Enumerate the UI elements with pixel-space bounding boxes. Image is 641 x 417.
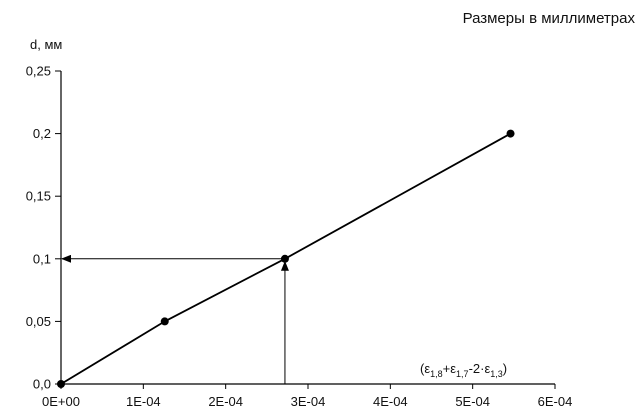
data-point bbox=[506, 129, 515, 138]
x-tick-label: 1E-04 bbox=[126, 394, 161, 409]
y-tick-label: 0,15 bbox=[26, 189, 51, 204]
x-tick-label: 3E-04 bbox=[291, 394, 326, 409]
x-axis-title-sym3: ε bbox=[484, 361, 490, 376]
y-tick-label: 0,05 bbox=[26, 314, 51, 329]
y-tick-label: 0,1 bbox=[33, 251, 51, 266]
annotation-arrows bbox=[61, 254, 289, 384]
x-axis-title-sub1: 1,8 bbox=[430, 369, 443, 379]
x-tick-label: 2E-04 bbox=[208, 394, 243, 409]
series-line bbox=[60, 132, 511, 385]
data-point bbox=[57, 380, 65, 388]
x-axis-title-sym2: ε bbox=[450, 361, 456, 376]
y-tick-label: 0,2 bbox=[33, 126, 51, 141]
y-tick-label: 0,0 bbox=[33, 377, 51, 392]
data-point bbox=[280, 254, 289, 263]
y-axis-title: d, мм bbox=[30, 37, 62, 52]
x-axis-title-sub3: 1,3 bbox=[490, 369, 503, 379]
series-group bbox=[57, 129, 515, 388]
x-axis-title-minus: -2· bbox=[469, 361, 485, 376]
y-tick-label: 0,25 bbox=[26, 64, 51, 79]
x-tick-label: 6E-04 bbox=[538, 394, 573, 409]
x-axis-title: (ε1,8+ε1,7-2·ε1,3) bbox=[420, 361, 507, 379]
caption: Размеры в миллиметрах bbox=[462, 10, 635, 27]
x-axis-title-plus: + bbox=[443, 361, 451, 376]
x-tick-label: 0E+00 bbox=[42, 394, 80, 409]
x-axis-title-open: ( bbox=[420, 361, 425, 376]
x-tick-label: 4E-04 bbox=[373, 394, 408, 409]
x-tick-label: 5E-04 bbox=[455, 394, 490, 409]
x-axis-title-sym1: ε bbox=[424, 361, 430, 376]
x-axis-title-sub2: 1,7 bbox=[456, 369, 469, 379]
axes: 0,0 0,05 0,1 0,15 0,2 0,25 0E+00 1E-04 2E-04 3E-0… bbox=[26, 64, 573, 410]
x-axis-title-close: ) bbox=[503, 361, 507, 376]
data-point bbox=[160, 317, 169, 326]
